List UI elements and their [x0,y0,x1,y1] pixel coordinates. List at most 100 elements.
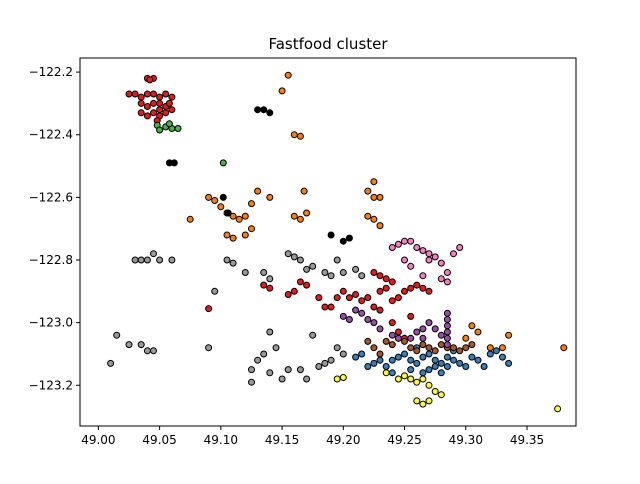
data-point [333,344,341,352]
data-point [419,325,427,333]
data-point [165,120,173,128]
data-point [284,291,292,298]
data-point [505,331,513,339]
x-tick-label: 49.05 [142,433,176,447]
data-point [254,187,262,195]
data-point [388,331,396,339]
data-point [211,197,219,204]
data-point [437,391,445,399]
data-point [205,193,213,201]
data-point [370,344,378,352]
data-point [125,341,133,349]
data-point [223,231,231,239]
data-point [419,284,427,292]
data-point [394,375,402,383]
data-point [266,284,274,292]
data-point [229,212,237,220]
data-point [266,275,274,283]
data-point [284,250,292,258]
data-point [333,256,341,264]
data-point [394,240,402,248]
data-point [376,356,384,364]
data-point [443,309,451,317]
data-point [364,316,372,323]
data-point [492,347,500,355]
data-point [419,375,427,383]
data-point [388,319,396,327]
data-point [303,209,311,217]
data-point [327,272,335,280]
data-point [156,126,164,134]
data-point [425,366,433,374]
data-point [413,328,421,336]
data-point [150,250,157,258]
data-point [125,90,133,98]
data-point [345,234,353,242]
data-point [358,309,366,317]
data-point [321,359,329,367]
x-tick-label: 49.00 [81,433,115,447]
data-point [437,359,445,367]
data-point [486,344,494,352]
data-point [219,159,227,167]
data-point [382,337,390,345]
data-point [345,294,353,302]
data-point [425,381,433,389]
data-point [370,359,378,367]
y-tick-label: −122.4 [29,128,73,142]
data-point [211,287,219,295]
data-point [407,312,415,320]
data-point [303,375,311,383]
data-point [401,372,408,380]
data-point [407,284,415,292]
data-point [456,244,464,251]
data-point [394,328,402,336]
data-point [413,244,421,251]
data-point [388,244,396,251]
y-axis: −122.2 −122.4 −122.6 −122.8 −123.0 −123.2 [29,65,80,392]
data-point [480,363,488,370]
data-point [419,334,427,342]
data-point [462,344,470,352]
data-point [474,328,482,336]
data-point [370,319,378,327]
x-tick-label: 49.35 [510,433,544,447]
data-point [131,256,139,264]
data-point [443,269,451,276]
data-point [137,341,145,349]
data-point [260,281,268,289]
data-point [143,256,151,264]
data-point [443,353,451,361]
data-point [407,334,415,342]
data-point [505,359,513,367]
data-point [486,350,494,358]
data-point [388,278,396,286]
data-point [315,363,323,370]
data-point [333,375,341,383]
data-point [300,187,308,195]
data-point [376,306,384,314]
y-tick-label: −122.8 [29,253,73,267]
x-tick-label: 49.30 [449,433,483,447]
data-point [339,350,347,358]
data-point [425,350,433,358]
data-point [266,369,274,377]
data-point [107,359,115,367]
data-point [431,363,439,370]
data-point [450,250,457,258]
data-point [284,366,292,374]
data-point [358,272,366,280]
data-point [260,269,268,276]
y-tick-label: −122.2 [29,65,73,79]
data-point [370,193,378,201]
data-point [364,187,372,195]
data-point [352,291,360,298]
data-point [217,203,225,211]
data-point [278,87,286,95]
data-point [290,212,298,220]
data-point [431,388,439,395]
data-point [425,256,433,264]
data-point [205,344,213,352]
data-point [156,106,164,114]
